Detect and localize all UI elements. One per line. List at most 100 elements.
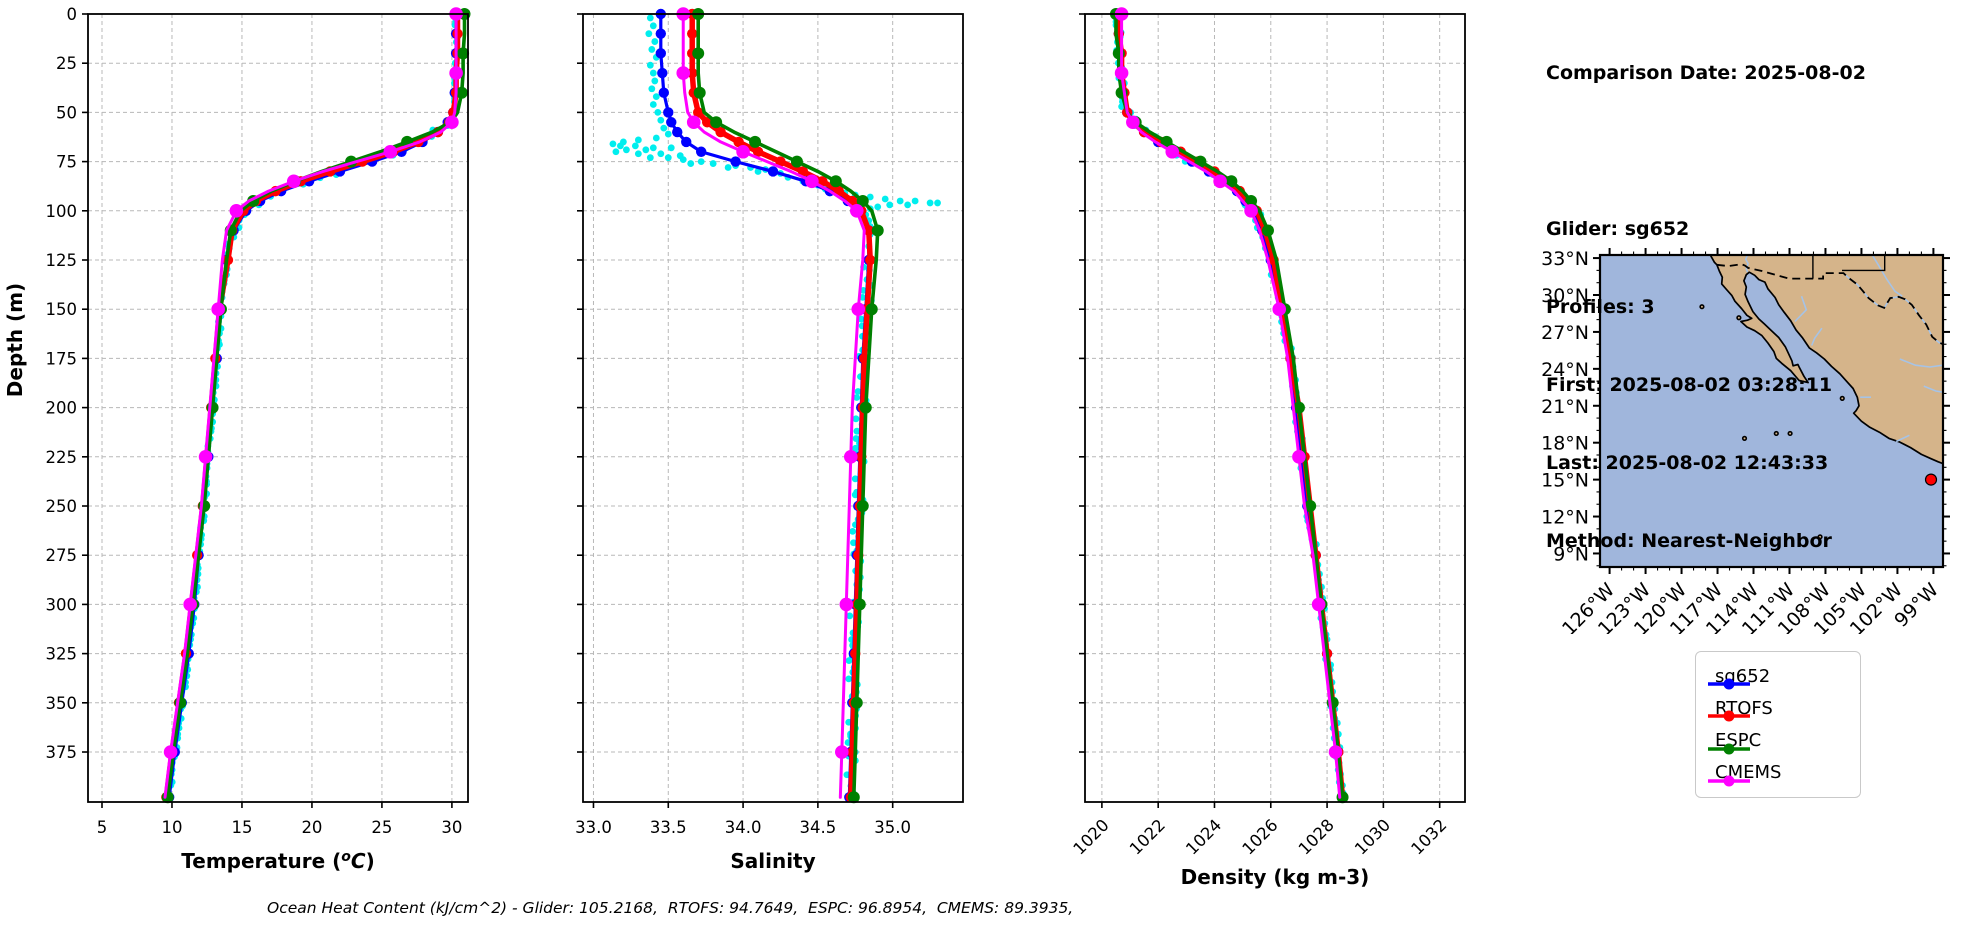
profiles-text: Profiles: 3 <box>1546 296 1655 318</box>
river <box>1923 385 1943 393</box>
comparison-date-text: Comparison Date: 2025-08-02 <box>1546 62 1866 84</box>
svg-text:34.5: 34.5 <box>800 818 837 837</box>
svg-text:33°N: 33°N <box>1541 248 1589 270</box>
glider-text: Glider: sg652 <box>1546 218 1690 240</box>
grid <box>1085 13 1465 802</box>
state-borders <box>1812 255 1886 279</box>
grid <box>88 13 468 802</box>
density-profile-plot: 1020 1022 1024 1026 1028 1030 1032 Density (kg … <box>1070 7 1466 889</box>
raw-glider-scatter <box>609 14 941 797</box>
island <box>1741 435 1748 441</box>
svg-text:27°N: 27°N <box>1541 322 1589 344</box>
salinity-axis-label: Salinity <box>730 849 815 873</box>
river <box>1895 434 1910 443</box>
svg-text:0: 0 <box>67 5 78 24</box>
svg-text:21°N: 21°N <box>1541 396 1589 418</box>
method-text: Method: Nearest-Neighbor <box>1546 530 1832 552</box>
series-ESPC <box>692 8 884 804</box>
island <box>1699 304 1705 310</box>
svg-text:30°N: 30°N <box>1541 285 1589 307</box>
svg-text:150: 150 <box>46 300 78 319</box>
svg-text:325: 325 <box>46 645 78 664</box>
us-mexico-border <box>1716 263 1943 346</box>
svg-text:225: 225 <box>46 448 78 467</box>
last-time-text: Last: 2025-08-02 12:43:33 <box>1546 452 1829 474</box>
first-time-text: First: 2025-08-02 03:28:11 <box>1546 374 1833 396</box>
series-RTOFS <box>1113 8 1348 803</box>
svg-text:125: 125 <box>46 251 78 270</box>
svg-text:1028: 1028 <box>1295 815 1338 858</box>
svg-text:1026: 1026 <box>1238 815 1281 858</box>
grid <box>583 13 963 802</box>
series-sg652 <box>1113 8 1348 803</box>
island <box>1787 430 1793 437</box>
series-CMEMS <box>676 7 866 799</box>
svg-text:25: 25 <box>371 818 392 837</box>
svg-text:15: 15 <box>231 818 252 837</box>
svg-text:20: 20 <box>301 818 322 837</box>
temperature-axis-label: Temperature (oC) <box>181 849 374 873</box>
river <box>1794 295 1808 323</box>
glider-location-marker <box>1924 473 1938 486</box>
island <box>1773 430 1779 437</box>
svg-text:1024: 1024 <box>1182 815 1225 858</box>
depth-axis-label: Depth (m) <box>3 283 27 397</box>
svg-text:24°N: 24°N <box>1541 359 1589 381</box>
legend-item-cmems: CMEMS <box>1706 762 1850 787</box>
spacer <box>1546 138 1866 164</box>
svg-text:25: 25 <box>56 54 77 73</box>
river <box>1810 327 1823 346</box>
ocean-heat-content-footer: Ocean Heat Content (kJ/cm^2) - Glider: 1… <box>267 899 1074 917</box>
island <box>1736 315 1742 321</box>
svg-text:9°N: 9°N <box>1553 543 1589 565</box>
svg-text:1022: 1022 <box>1126 815 1169 858</box>
salinity-profile-plot: 33.0 33.5 34.0 34.5 35.0 Salinity <box>575 7 964 873</box>
svg-text:1032: 1032 <box>1407 815 1450 858</box>
svg-text:250: 250 <box>46 497 78 516</box>
svg-text:50: 50 <box>56 103 77 122</box>
location-map: 33°N30°N27°N24°N21°N18°N15°N12°N9°N126°W… <box>1541 248 1950 634</box>
svg-text:34.0: 34.0 <box>725 818 762 837</box>
svg-text:10: 10 <box>161 818 182 837</box>
svg-text:5: 5 <box>97 818 108 837</box>
series-CMEMS <box>163 7 463 799</box>
series-ESPC <box>161 8 471 804</box>
svg-text:33.5: 33.5 <box>650 818 687 837</box>
svg-text:200: 200 <box>46 399 78 418</box>
svg-text:100: 100 <box>46 202 78 221</box>
axis-ticks-and-labels: 5 10 15 20 25 3002550751001251501752002252502… <box>3 5 462 873</box>
legend-item-espc: ESPC <box>1706 730 1850 755</box>
svg-text:18°N: 18°N <box>1541 433 1589 455</box>
svg-text:300: 300 <box>46 595 78 614</box>
density-axis-label: Density (kg m-3) <box>1181 865 1370 889</box>
svg-text:275: 275 <box>46 546 78 565</box>
river <box>1744 255 1749 273</box>
map-content <box>1600 255 1943 567</box>
series-sg652 <box>655 8 874 803</box>
legend-item-sg652: sg652 <box>1706 666 1850 690</box>
map-frame <box>1598 253 1945 569</box>
legend: sg652 RTOFS ESPC CMEMS <box>1695 651 1861 798</box>
island <box>1839 395 1845 401</box>
svg-text:350: 350 <box>46 694 78 713</box>
svg-text:1030: 1030 <box>1351 815 1394 858</box>
axis-ticks-and-labels: 1020 1022 1024 1026 1028 1030 1032 Density (kg … <box>1070 13 1450 889</box>
svg-text:30: 30 <box>441 818 462 837</box>
svg-text:375: 375 <box>46 743 78 762</box>
legend-item-rtofs: RTOFS <box>1706 698 1850 722</box>
svg-text:15°N: 15°N <box>1541 470 1589 492</box>
svg-text:1020: 1020 <box>1070 815 1113 858</box>
svg-text:12°N: 12°N <box>1541 507 1589 529</box>
series-ESPC <box>1109 8 1349 804</box>
svg-text:35.0: 35.0 <box>874 818 911 837</box>
temperature-profile-plot: 5 10 15 20 25 3002550751001251501752002252502… <box>3 5 471 873</box>
axis-ticks-and-labels: 33.0 33.5 34.0 34.5 35.0 Salinity <box>575 13 911 873</box>
series-CMEMS <box>1114 7 1343 799</box>
island <box>1817 534 1823 540</box>
svg-text:33.0: 33.0 <box>575 818 612 837</box>
svg-text:75: 75 <box>56 153 77 172</box>
river <box>1899 358 1943 368</box>
info-panel: Comparison Date: 2025-08-02 Glider: sg65… <box>1546 8 1866 580</box>
svg-text:175: 175 <box>46 349 78 368</box>
river <box>1871 255 1903 297</box>
